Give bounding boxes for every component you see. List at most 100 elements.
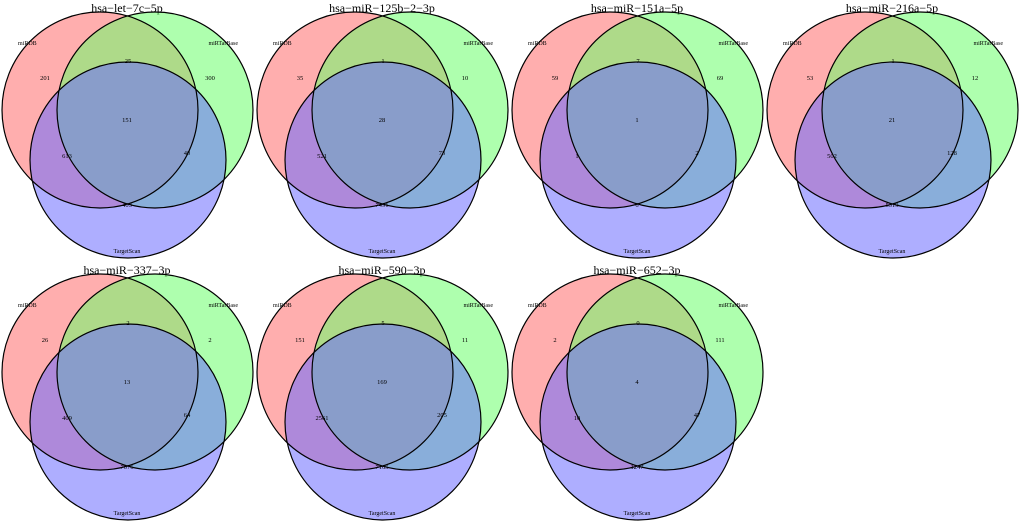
set-label-mirdb: miRDB xyxy=(273,303,292,309)
panel-title: hsa−miR−590−3p xyxy=(339,263,426,277)
set-circle-outline xyxy=(794,61,992,259)
set-circle-outline xyxy=(56,11,254,209)
set-circle-outline xyxy=(1,11,199,209)
set-circle-targetscan xyxy=(30,324,226,520)
set-label-mirtarbase: miRTarBase xyxy=(718,303,748,309)
region-count-c-only: 7076 xyxy=(121,464,135,471)
set-circle-outline xyxy=(1,273,199,471)
region-count-a-only: 201 xyxy=(40,75,50,82)
set-circle-outline xyxy=(56,273,254,471)
set-circle-outline xyxy=(511,273,709,471)
region-count-ac: 502 xyxy=(827,153,837,160)
region-count-bc: 2 xyxy=(695,150,698,157)
region-count-c-only: 7491 xyxy=(376,202,389,209)
set-label-mirdb: miRDB xyxy=(783,41,802,47)
set-circle-outline xyxy=(566,11,764,209)
venn-panel: hsa−miR−125b−2−3p miRDB miRTarBase TargetSc… xyxy=(255,0,510,262)
panel-title: hsa−miR−337−3p xyxy=(84,263,171,277)
set-circle-targetscan xyxy=(30,62,226,258)
set-circle-outline xyxy=(766,11,964,209)
set-circle-outline xyxy=(284,323,482,521)
set-circle-outline xyxy=(284,61,482,259)
region-count-ab: 0 xyxy=(636,320,639,327)
region-count-abc: 28 xyxy=(379,117,386,124)
region-count-abc: 21 xyxy=(889,117,896,124)
region-count-bc: 128 xyxy=(947,150,957,157)
set-label-targetscan: TargetScan xyxy=(879,249,906,255)
panel-title: hsa−miR−652−3p xyxy=(594,263,681,277)
set-label-targetscan: TargetScan xyxy=(624,249,651,255)
set-circle-outline xyxy=(29,323,227,521)
region-count-abc: 4 xyxy=(635,379,639,386)
region-count-b-only: 300 xyxy=(205,75,215,82)
region-count-a-only: 59 xyxy=(552,75,559,82)
region-count-ab: 7 xyxy=(636,58,640,65)
venn-panel: hsa−miR−151a−5p miRDB miRTarBase TargetScan… xyxy=(510,0,765,262)
region-count-ab: 1 xyxy=(381,58,384,65)
set-label-mirdb: miRDB xyxy=(18,303,37,309)
set-circle-targetscan xyxy=(285,324,481,520)
set-circle-outline xyxy=(311,273,509,471)
region-count-ac: 409 xyxy=(62,415,72,422)
venn-panel: hsa−let−7c−5p miRDB miRTarBase TargetScan 20… xyxy=(0,0,255,262)
set-label-mirtarbase: miRTarBase xyxy=(208,303,238,309)
region-count-a-only: 53 xyxy=(807,75,814,82)
set-circle-outline xyxy=(539,61,737,259)
region-count-a-only: 26 xyxy=(42,337,49,344)
venn-panel: hsa−miR−216a−5p miRDB miRTarBase TargetScan… xyxy=(765,0,1020,262)
venn-panel: hsa−miR−590−3p miRDB miRTarBase TargetScan 1… xyxy=(255,262,510,524)
region-count-a-only: 151 xyxy=(295,337,305,344)
region-count-ac: 10 xyxy=(574,415,581,422)
region-count-a-only: 35 xyxy=(297,75,304,82)
region-count-bc: 40 xyxy=(184,150,191,157)
set-label-mirtarbase: miRTarBase xyxy=(208,41,238,47)
region-count-a-only: 2 xyxy=(553,337,556,344)
region-count-bc: 64 xyxy=(184,412,191,419)
venn-svg: hsa−miR−590−3p miRDB miRTarBase TargetScan 1… xyxy=(256,263,509,521)
region-count-b-only: 11 xyxy=(462,337,468,344)
region-count-bc: 205 xyxy=(437,412,447,419)
venn-panel: hsa−miR−652−3p miRDB miRTarBase TargetScan 2… xyxy=(510,262,765,524)
region-count-c-only: 1247 xyxy=(631,464,645,471)
set-label-mirtarbase: miRTarBase xyxy=(463,41,493,47)
region-count-bc: 73 xyxy=(439,150,446,157)
venn-svg: hsa−miR−652−3p miRDB miRTarBase TargetScan 2… xyxy=(511,263,764,521)
region-count-ab: 5 xyxy=(381,320,384,327)
set-circle-outline xyxy=(511,11,709,209)
region-count-ac: 2561 xyxy=(316,415,329,422)
set-circle-outline xyxy=(256,11,454,209)
region-count-abc: 13 xyxy=(124,379,131,386)
set-circle-targetscan xyxy=(795,62,991,258)
region-count-ac: 1 xyxy=(575,153,578,160)
set-label-mirtarbase: miRTarBase xyxy=(718,41,748,47)
set-label-targetscan: TargetScan xyxy=(114,511,141,517)
venn-svg: hsa−let−7c−5p miRDB miRTarBase TargetScan 20… xyxy=(1,1,254,259)
region-count-b-only: 10 xyxy=(462,75,469,82)
panel-title: hsa−let−7c−5p xyxy=(91,1,163,15)
set-label-mirdb: miRDB xyxy=(528,41,547,47)
set-circle-outline xyxy=(256,273,454,471)
region-count-ab: 1 xyxy=(891,58,894,65)
region-count-bc: 47 xyxy=(694,412,701,419)
region-count-abc: 169 xyxy=(377,379,387,386)
region-count-abc: 1 xyxy=(635,117,638,124)
region-count-c-only: 6 xyxy=(635,202,639,209)
region-count-b-only: 111 xyxy=(715,337,724,344)
set-label-targetscan: TargetScan xyxy=(369,511,396,517)
region-count-ab: 25 xyxy=(125,58,132,65)
set-label-targetscan: TargetScan xyxy=(624,511,651,517)
set-label-mirtarbase: miRTarBase xyxy=(973,41,1003,47)
set-circle-outline xyxy=(821,11,1019,209)
set-circle-targetscan xyxy=(540,324,736,520)
set-circle-targetscan xyxy=(540,62,736,258)
set-label-mirtarbase: miRTarBase xyxy=(463,303,493,309)
region-count-b-only: 69 xyxy=(717,75,724,82)
set-circle-outline xyxy=(311,11,509,209)
region-count-c-only: 403 xyxy=(122,202,132,209)
set-label-targetscan: TargetScan xyxy=(369,249,396,255)
region-count-ab: 2 xyxy=(126,320,129,327)
venn-panel: hsa−miR−337−3p miRDB miRTarBase TargetScan 2… xyxy=(0,262,255,524)
